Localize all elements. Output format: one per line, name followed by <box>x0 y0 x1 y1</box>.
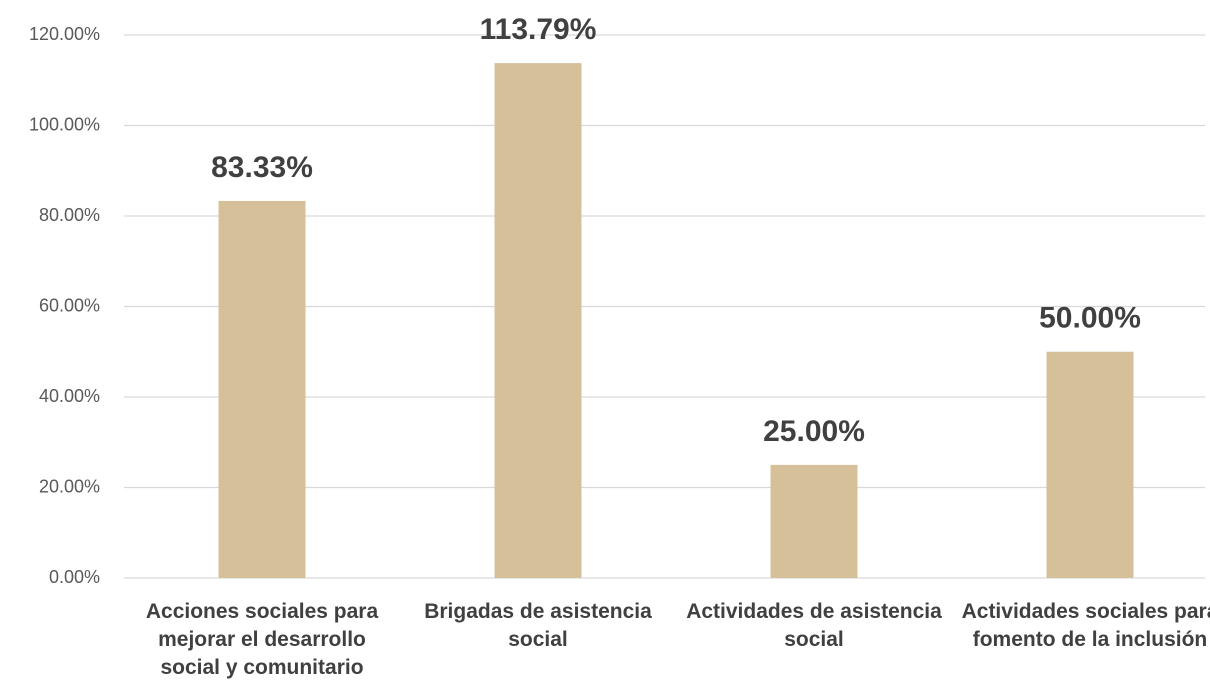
x-tick-label: Brigadas de asistencia social <box>424 600 652 651</box>
y-tick-label: 100.00% <box>29 114 100 134</box>
bar <box>1046 351 1134 578</box>
y-tick-label: 0.00% <box>49 567 100 587</box>
x-tick-label: Actividades sociales para fomento de la … <box>961 600 1210 651</box>
y-tick-label: 20.00% <box>39 476 100 496</box>
bar <box>770 464 858 578</box>
x-tick-label: Actividades de asistencia social <box>686 600 942 651</box>
data-label: 83.33% <box>211 151 313 184</box>
bar <box>218 200 306 578</box>
data-label: 50.00% <box>1039 302 1141 335</box>
bar <box>494 63 582 579</box>
y-tick-label: 40.00% <box>39 386 100 406</box>
data-label: 113.79% <box>480 13 597 46</box>
y-tick-label: 60.00% <box>39 295 100 315</box>
x-tick-label: Acciones sociales para mejorar el desarr… <box>145 600 379 679</box>
data-label: 25.00% <box>763 415 865 448</box>
y-tick-label: 80.00% <box>39 205 100 225</box>
y-tick-label: 120.00% <box>29 24 100 44</box>
